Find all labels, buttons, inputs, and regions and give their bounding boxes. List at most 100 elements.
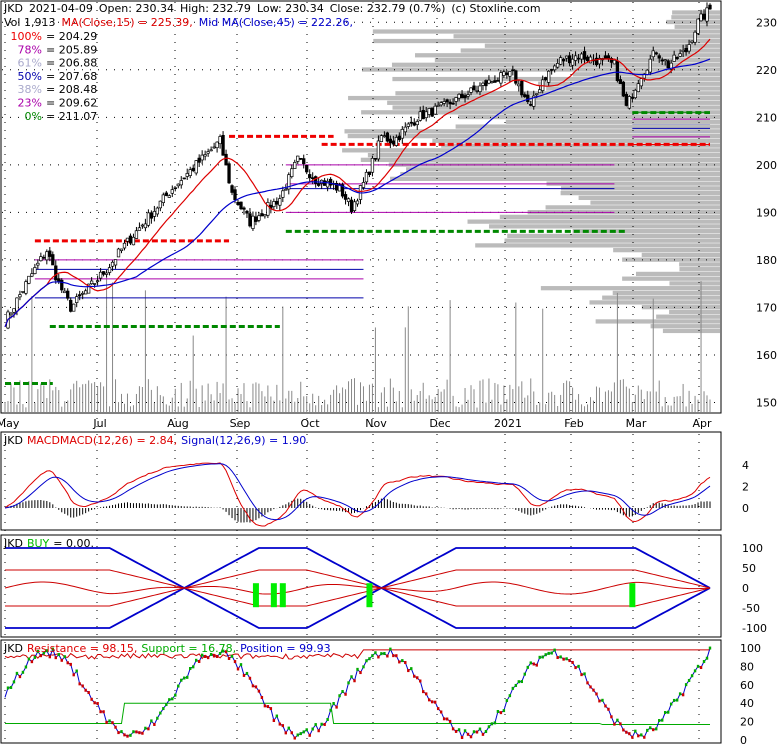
buy-tick-label: 50 (742, 562, 756, 575)
position-mark (209, 652, 213, 656)
position-mark (335, 705, 338, 709)
position-mark (275, 714, 279, 718)
candle-body (675, 56, 679, 60)
position-mark (135, 730, 138, 734)
position-mark (54, 656, 57, 660)
price-tick-label: 210 (756, 111, 777, 124)
volume-value: Vol 1,913 (4, 16, 55, 29)
candle-body (9, 312, 13, 316)
position-mark (395, 654, 398, 658)
position-mark (523, 672, 526, 676)
candle-body (60, 279, 64, 291)
candle-body (113, 259, 118, 266)
candle-body (412, 122, 416, 126)
position-mark (212, 654, 216, 658)
rsp-title: JKD Resistance = 98.15, Support = 16.78, Po… (3, 642, 331, 655)
candle-body (421, 109, 425, 120)
macd-tick-label: 2 (742, 480, 749, 493)
position-mark (613, 722, 616, 726)
volume-profile-bar (578, 195, 720, 200)
volume-profile-bar (679, 267, 720, 272)
volume-profile-bar (504, 238, 720, 243)
macd-title: JKD MACDMACD(12,26) = 2.84, Signal(12,26,9… (3, 434, 306, 447)
position-mark (39, 654, 43, 658)
position-mark (132, 730, 135, 734)
candle-body (84, 290, 88, 295)
position-mark (323, 722, 326, 726)
candle-body (212, 146, 216, 149)
candle-body (433, 105, 437, 115)
volume-profile-bar (666, 19, 720, 25)
candle-body (343, 194, 348, 200)
candle-body (287, 174, 291, 190)
position-mark (407, 669, 410, 673)
volume-profile-bar (392, 76, 720, 82)
position-mark (266, 705, 270, 709)
candle-body (639, 78, 643, 87)
fib-label: 100% (11, 30, 42, 43)
rsp-tick-label: 100 (740, 642, 761, 655)
x-tick-label: Oct (300, 417, 320, 430)
position-mark (466, 732, 470, 736)
position-mark (663, 711, 667, 715)
candle-body (164, 192, 168, 196)
volume-profile-bar (572, 229, 720, 234)
position-mark (18, 675, 22, 679)
candle-body (155, 207, 160, 215)
position-mark (532, 662, 535, 666)
volume-profile-bar (441, 143, 720, 148)
position-mark (696, 664, 700, 668)
candle-body (505, 72, 509, 76)
position-mark (332, 702, 335, 706)
position-mark (239, 663, 243, 667)
volume-profile-bar (372, 29, 720, 34)
credit: (c) Stoxline.com (451, 2, 540, 15)
candle-body (152, 211, 157, 217)
rsp-tick-label: 60 (740, 679, 754, 692)
low-value: Low: 230.34 (257, 2, 324, 15)
position-mark (278, 722, 282, 726)
fib-level-lines (5, 111, 710, 385)
candle-body (119, 248, 124, 251)
position-mark (699, 666, 703, 670)
ma15-value: MA(Close,15) = 225.39, (61, 16, 192, 29)
position-mark (42, 651, 46, 655)
volume-profile-bar (545, 205, 720, 210)
position-mark (693, 669, 697, 673)
volume-bars (4, 275, 711, 412)
position-mark (168, 698, 171, 702)
candle-body (475, 90, 479, 92)
candle-body (457, 93, 461, 99)
candle-body (526, 94, 530, 103)
candle-body (328, 178, 333, 186)
candle-body (27, 275, 31, 284)
candle-body (406, 123, 410, 127)
position-mark (389, 647, 392, 651)
candle-body (143, 223, 148, 229)
candle-body (538, 89, 542, 94)
candle-body (370, 157, 375, 173)
position-mark (27, 657, 31, 661)
volume-profile-bar (455, 124, 720, 129)
position-mark (24, 665, 28, 669)
position-mark (475, 730, 479, 734)
volume-profile-bar (361, 110, 720, 115)
buy-marker (279, 583, 286, 608)
position-mark (422, 690, 425, 694)
volume-profile-bar (499, 214, 720, 220)
rsp-tick-label: 40 (740, 697, 754, 710)
position-mark (111, 721, 114, 725)
candle-body (615, 60, 620, 82)
candle-body (233, 189, 237, 201)
buy-tick-label: 0 (742, 582, 749, 595)
position-mark (21, 670, 25, 674)
position-mark (305, 728, 308, 732)
candle-body (176, 183, 180, 187)
position-mark (565, 657, 568, 661)
position-mark (329, 708, 332, 712)
candle-body (263, 214, 267, 217)
position-mark (78, 682, 81, 686)
position-mark (359, 671, 362, 675)
volume-profile-bar (387, 100, 720, 105)
